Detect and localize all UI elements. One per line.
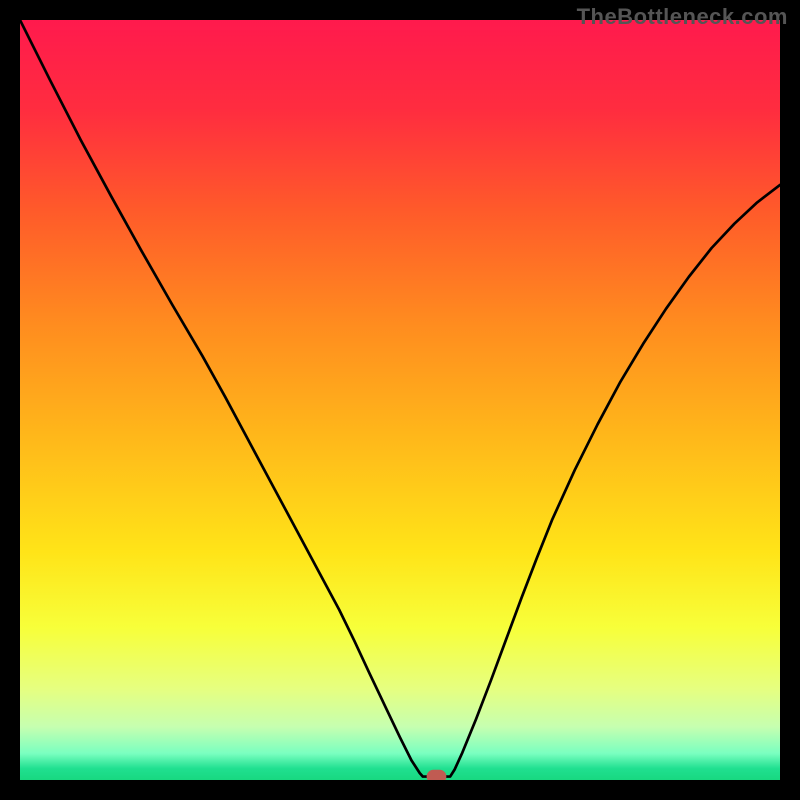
minimum-marker: [427, 770, 447, 780]
bottleneck-curve-chart: [20, 20, 780, 780]
plot-area: [20, 20, 780, 780]
watermark-text: TheBottleneck.com: [577, 4, 788, 30]
chart-frame: TheBottleneck.com: [0, 0, 800, 800]
gradient-background: [20, 20, 780, 780]
